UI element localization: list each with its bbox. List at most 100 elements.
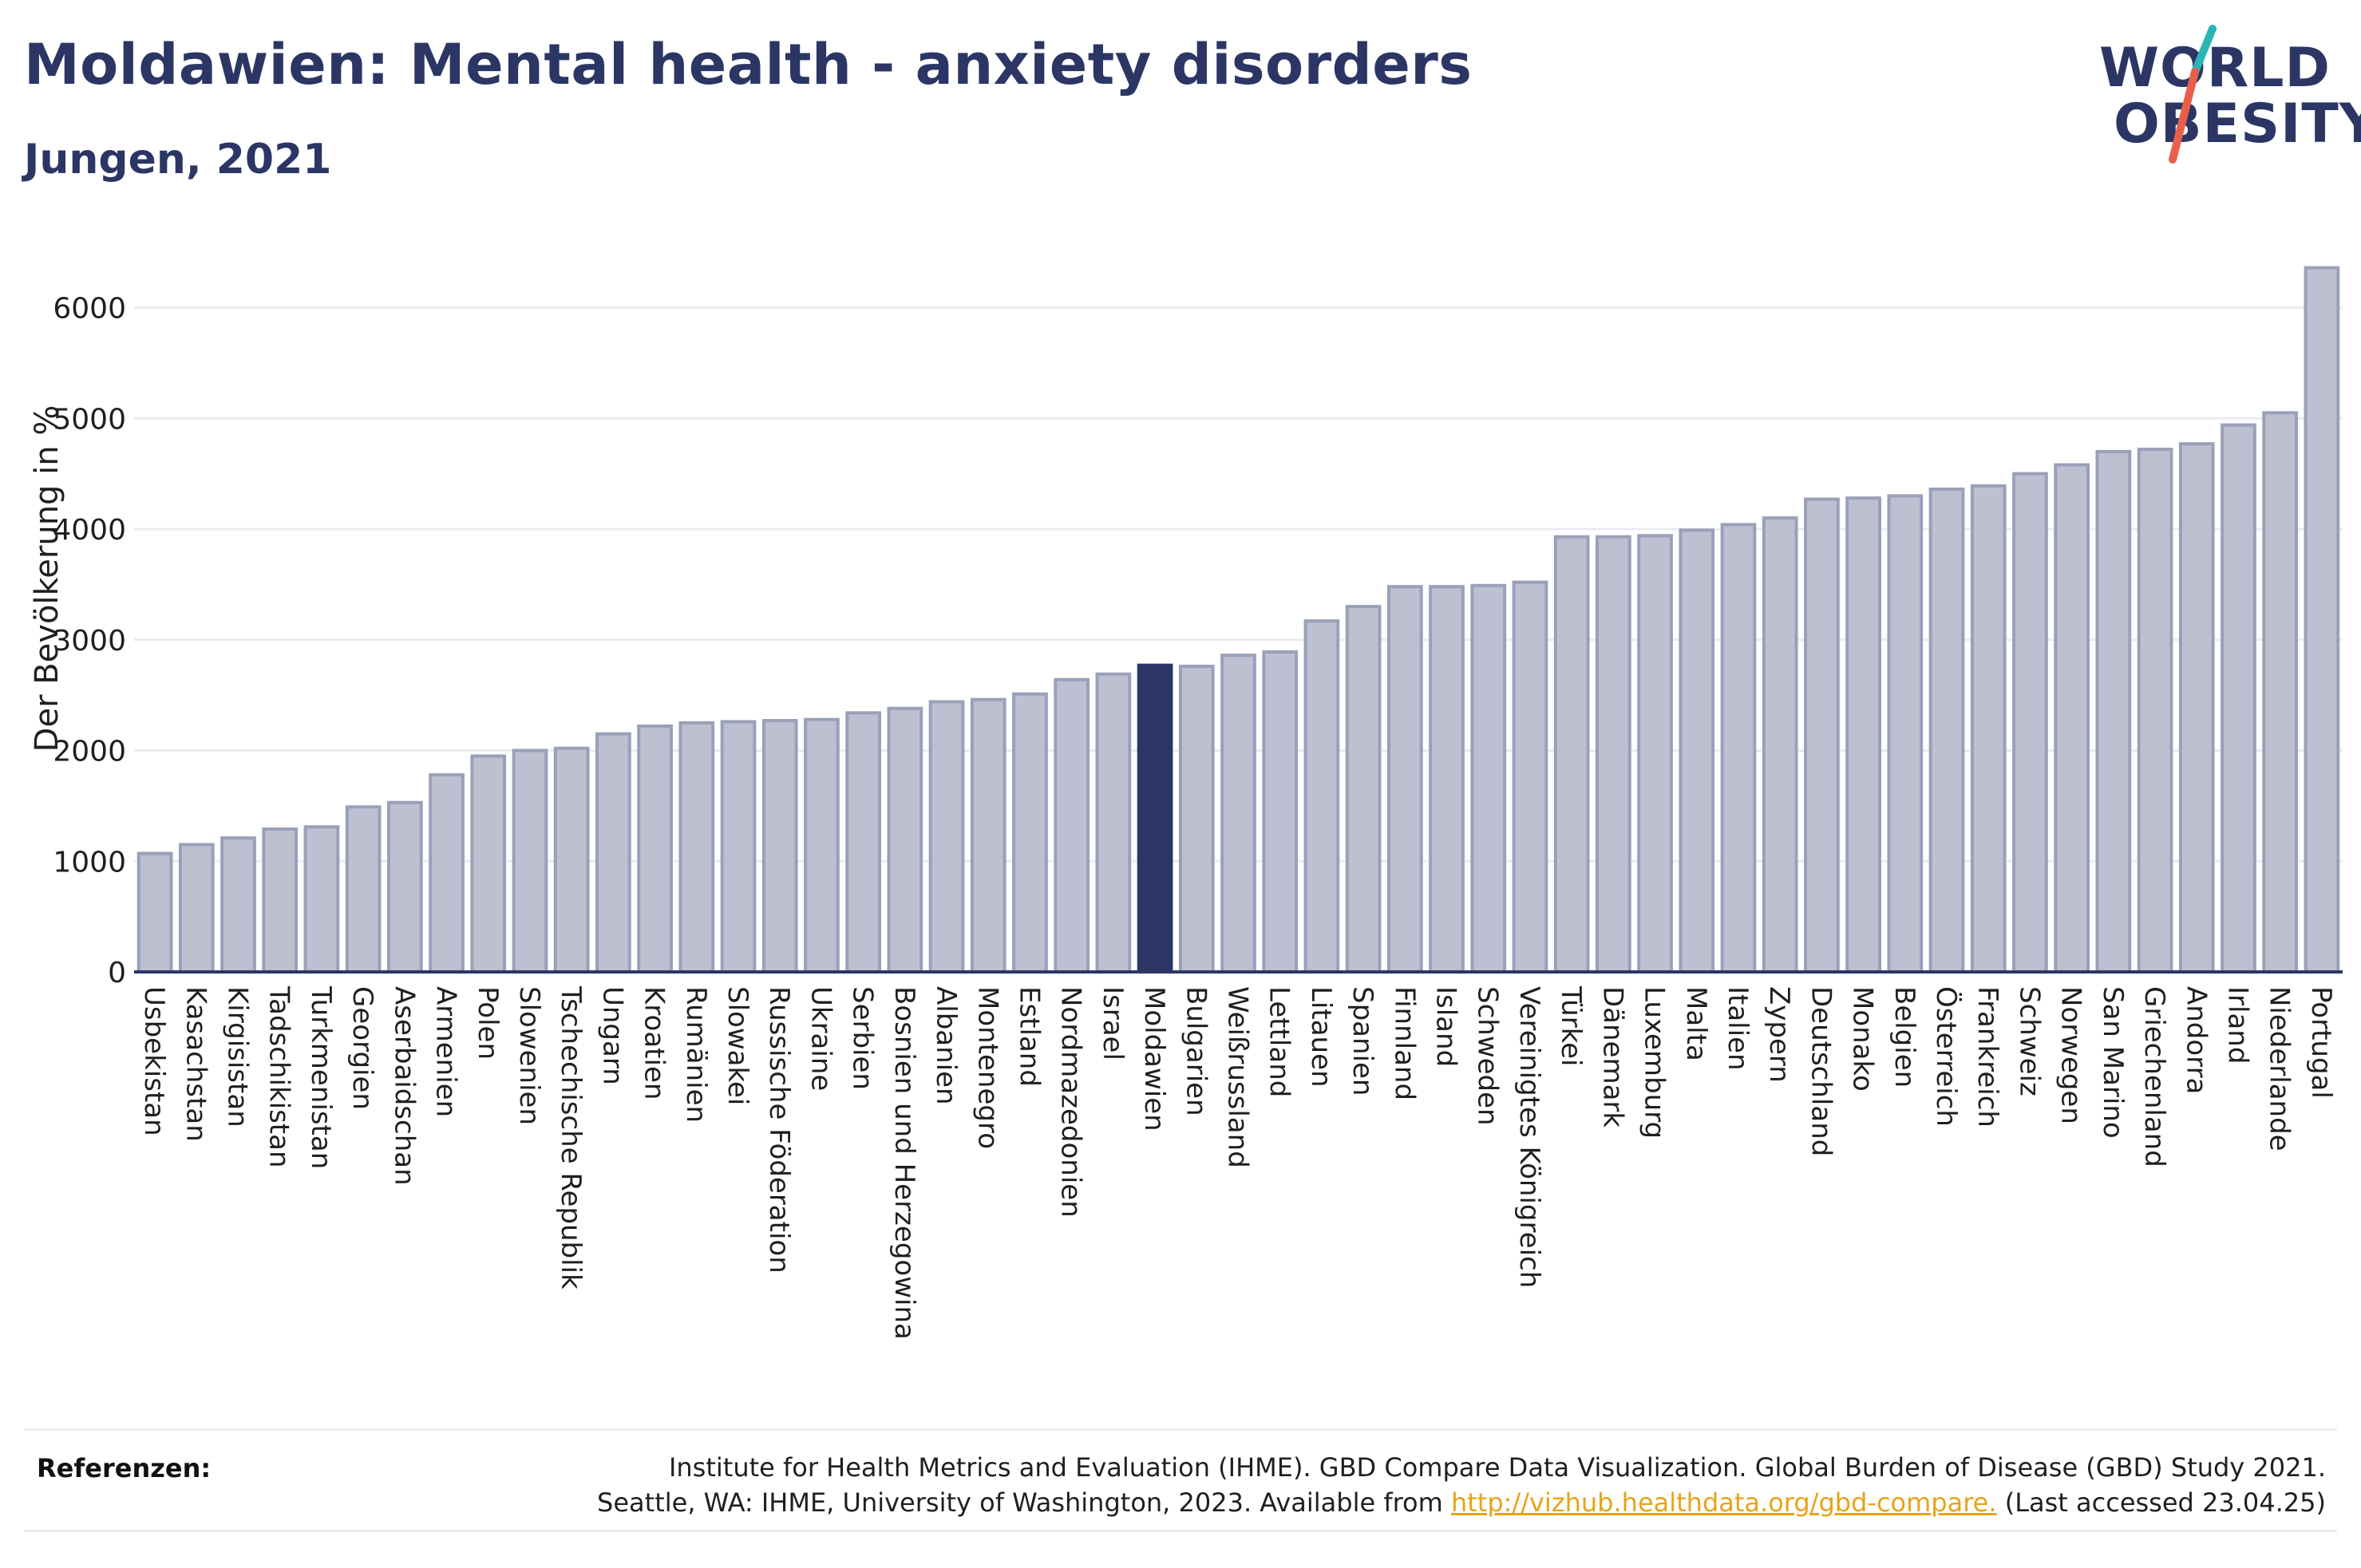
bar [1637, 534, 1673, 974]
bar [1553, 535, 1590, 974]
x-tick-label: Frankreich [1971, 986, 2003, 1128]
x-tick-label: Russische Föderation [763, 986, 795, 1274]
x-tick-label: Tadschikistan [263, 985, 295, 1168]
x-tick-label: Nordmazedonien [1055, 986, 1087, 1218]
x-tick-label: Andorra [2180, 986, 2212, 1094]
bar [1928, 488, 1965, 974]
x-tick-label: Portugal [2305, 986, 2337, 1099]
x-tick-label: Rumänien [680, 986, 712, 1123]
bar [595, 732, 631, 974]
x-tick-label: Kroatien [639, 986, 670, 1100]
bar-chart: 0 1000 2000 3000 4000 5000 6000 Usbekistan Kasa… [29, 266, 2343, 1340]
x-tick-label: Kirgisistan [222, 986, 254, 1128]
x-tick-label: Zypern [1763, 986, 1795, 1083]
bar [1220, 654, 1256, 974]
bar [2221, 423, 2256, 974]
x-tick-label: Albanien [930, 986, 962, 1105]
x-tick-label: Griechenland [2138, 986, 2170, 1167]
x-tick-label: Malta [1680, 986, 1712, 1061]
bar [1178, 665, 1215, 974]
y-tick-label: 0 [108, 957, 126, 989]
bar [2012, 472, 2048, 974]
bar [303, 825, 340, 974]
y-tick-label: 1000 [53, 846, 126, 879]
chart-title: Moldawien: Mental health - anxiety disor… [24, 32, 1473, 97]
x-tick-label: Aserbaidschan [388, 986, 420, 1186]
x-tick-label: Slowenien [513, 986, 545, 1125]
reference-line-2-suffix: (Last accessed 23.04.25) [1996, 1487, 2326, 1518]
bars [136, 266, 2340, 974]
bar [804, 717, 840, 974]
reference-link[interactable]: http://vizhub.healthdata.org/gbd-compare… [1450, 1487, 1997, 1518]
x-tick-label: Schweden [1472, 986, 1504, 1126]
bar [1679, 528, 1715, 974]
bar [1720, 523, 1757, 974]
x-tick-label: Armenien [430, 986, 462, 1117]
x-tick-label: Niederlande [2264, 986, 2296, 1151]
x-tick-label: Polen [472, 986, 504, 1060]
bar [2304, 266, 2340, 974]
x-tick-label: Tschechische Republik [555, 985, 587, 1290]
bar [2137, 448, 2173, 974]
x-tick-label: Moldawien [1138, 986, 1170, 1132]
logo-line-2: OBESITY [2114, 93, 2361, 156]
x-tick-label: Italien [1722, 986, 1754, 1071]
x-tick-label: Georgien [346, 986, 378, 1110]
bar [470, 754, 507, 974]
bar [1887, 494, 1924, 974]
bar [1429, 585, 1465, 974]
logo-line-1: WORLD [2099, 37, 2331, 100]
x-tick-label: Ungarn [596, 986, 628, 1085]
x-tick-label: Litauen [1305, 986, 1337, 1088]
bar [1012, 692, 1048, 974]
x-tick-label: Irland [2221, 986, 2253, 1064]
x-tick-label: Slowakei [722, 986, 753, 1105]
bar [970, 697, 1006, 974]
bar [220, 836, 256, 974]
x-axis-labels: Usbekistan Kasachstan Kirgisistan Tadschiki… [138, 985, 2337, 1340]
x-tick-label: Island [1430, 986, 1462, 1067]
x-tick-label: Turkmenistan [305, 985, 337, 1169]
bar [136, 851, 173, 974]
x-tick-label: Vereinigtes Königreich [1513, 986, 1545, 1288]
x-tick-label: Dänemark [1596, 986, 1628, 1128]
x-tick-label: Estland [1013, 986, 1045, 1087]
x-tick-label: Bosnien und Herzegowina [888, 986, 920, 1340]
x-tick-label: Lettland [1264, 986, 1295, 1097]
bar [1095, 672, 1132, 974]
bar [1596, 535, 1631, 974]
bar [928, 700, 965, 974]
bar [1762, 516, 1798, 974]
bar [1970, 484, 2007, 974]
y-tick-label: 6000 [53, 293, 126, 326]
references-text: Institute for Health Metrics and Evaluat… [597, 1450, 2326, 1520]
y-tick-label: 2000 [53, 736, 126, 768]
x-tick-label: Luxemburg [1639, 986, 1671, 1139]
bar [1512, 580, 1548, 974]
x-tick-label: Serbien [847, 986, 879, 1090]
x-tick-label: Kasachstan [180, 986, 212, 1142]
x-tick-label: Türkei [1555, 985, 1587, 1066]
x-tick-label: Monako [1847, 986, 1879, 1092]
chart-subtitle: Jungen, 2021 [24, 136, 332, 184]
bar [2054, 463, 2090, 974]
x-tick-label: Österreich [1930, 986, 1963, 1127]
bar [512, 748, 548, 974]
y-tick-label: 3000 [53, 625, 126, 658]
bar [178, 843, 215, 974]
bar [637, 724, 673, 974]
bar [1845, 496, 1881, 974]
x-tick-label: Deutschland [1805, 986, 1837, 1156]
y-axis-label: Der Bevölkerung in % [29, 405, 65, 752]
bar [1804, 497, 1840, 974]
x-tick-label: Belgien [1888, 986, 1920, 1088]
references-label: Referenzen: [37, 1453, 212, 1483]
x-tick-label: Usbekistan [138, 986, 170, 1136]
references-box: Referenzen: Institute for Health Metrics… [24, 1428, 2337, 1532]
bar [2095, 449, 2132, 974]
bar [1137, 663, 1173, 974]
x-tick-label: Finnland [1388, 986, 1420, 1100]
x-tick-label: Norwegen [2055, 986, 2087, 1124]
reference-line-2-prefix: Seattle, WA: IHME, University of Washing… [597, 1487, 1451, 1518]
world-obesity-logo: WORLD OBESITY [2083, 24, 2361, 168]
